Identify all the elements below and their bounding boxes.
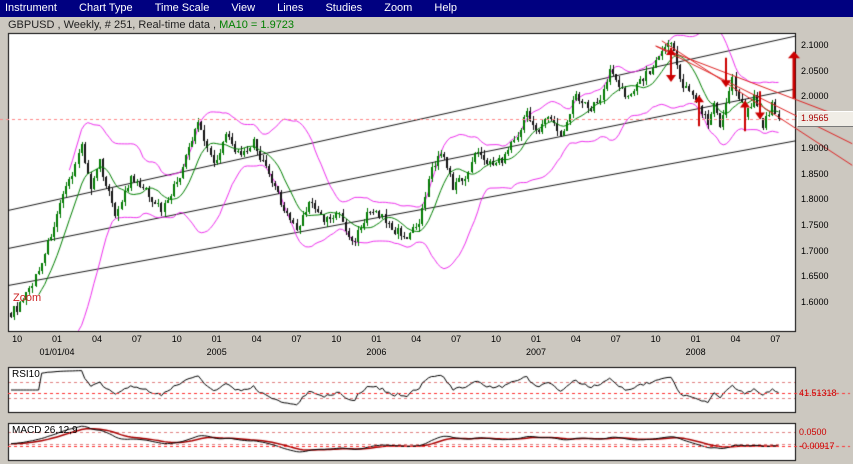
y-axis-price-label: 1.7000 xyxy=(801,245,829,256)
menu-item-time-scale[interactable]: Time Scale xyxy=(154,2,210,14)
x-axis-month-label: 10 xyxy=(491,334,502,344)
current-price-label: 1.9565 xyxy=(797,111,853,127)
chart-title-ma10-value: MA10 = 1.9723 xyxy=(219,19,295,31)
x-axis-month-label: 07 xyxy=(131,334,142,344)
x-axis-month-label: 10 xyxy=(12,334,23,344)
x-axis-month-label: 07 xyxy=(451,334,462,344)
y-axis-price-label: 2.0000 xyxy=(801,91,829,102)
menu-item-instrument[interactable]: Instrument xyxy=(5,2,57,14)
menu-bar: Instrument Chart Type Time Scale View Li… xyxy=(0,0,853,17)
chart-title-main: GBPUSD , Weekly, # 251, Real-time data xyxy=(8,19,210,31)
macd-value-label: -0.00917 xyxy=(799,441,835,451)
x-axis-month-label: 10 xyxy=(650,334,661,344)
x-axis-year-label: 2005 xyxy=(206,347,227,357)
y-axis-price-label: 2.1000 xyxy=(801,40,829,50)
x-axis-year-label: 01/01/04 xyxy=(39,347,75,357)
x-axis-month-label: 04 xyxy=(730,334,741,344)
menu-item-chart-type[interactable]: Chart Type xyxy=(79,2,133,14)
macd-panel-label: MACD 26,12,9 xyxy=(12,425,78,436)
rsi-panel-label: RSI10 xyxy=(12,369,40,380)
menu-item-help[interactable]: Help xyxy=(434,2,458,14)
y-axis-price-label: 1.6500 xyxy=(801,271,829,282)
x-axis-month-label: 04 xyxy=(251,334,262,344)
x-axis-month-label: 04 xyxy=(411,334,422,344)
menu-item-view[interactable]: View xyxy=(231,2,256,14)
x-axis-month-label: 10 xyxy=(171,334,182,344)
x-axis-month-label: 04 xyxy=(91,334,102,344)
zoom-indicator-label: Zoom xyxy=(13,292,42,304)
x-axis-month-label: 04 xyxy=(570,334,581,344)
chart-title-separator: , xyxy=(209,19,220,31)
x-axis-year-label: 2006 xyxy=(366,347,387,357)
y-axis-price-label: 2.0500 xyxy=(801,65,829,76)
x-axis-month-label: 01 xyxy=(211,334,222,344)
x-axis-month-label: 07 xyxy=(610,334,621,344)
x-axis-month-label: 01 xyxy=(690,334,701,344)
x-axis-year-label: 2007 xyxy=(525,347,546,357)
x-axis-month-label: 07 xyxy=(770,334,781,344)
menu-item-lines[interactable]: Lines xyxy=(277,2,304,14)
x-axis-month-label: 07 xyxy=(291,334,302,344)
x-axis-month-label: 01 xyxy=(371,334,382,344)
y-axis-price-label: 1.8500 xyxy=(801,168,829,179)
menu-item-zoom[interactable]: Zoom xyxy=(384,2,413,14)
x-axis-month-label: 01 xyxy=(530,334,541,344)
x-axis-year-label: 2008 xyxy=(685,347,706,357)
rsi-value-label: 41.51318 xyxy=(799,388,837,398)
x-axis-month-label: 10 xyxy=(331,334,342,344)
y-axis-price-label: 1.9000 xyxy=(801,142,829,153)
menu-item-studies[interactable]: Studies xyxy=(325,2,363,14)
x-axis-month-label: 01 xyxy=(52,334,63,344)
y-axis-price-label: 1.8000 xyxy=(801,194,829,205)
chart-title: GBPUSD , Weekly, # 251, Real-time data ,… xyxy=(8,19,294,31)
y-axis-price-label: 1.6000 xyxy=(801,297,829,307)
y-axis-price-label: 1.7500 xyxy=(801,219,829,230)
macd-scale-label: 0.0500 xyxy=(799,427,827,437)
